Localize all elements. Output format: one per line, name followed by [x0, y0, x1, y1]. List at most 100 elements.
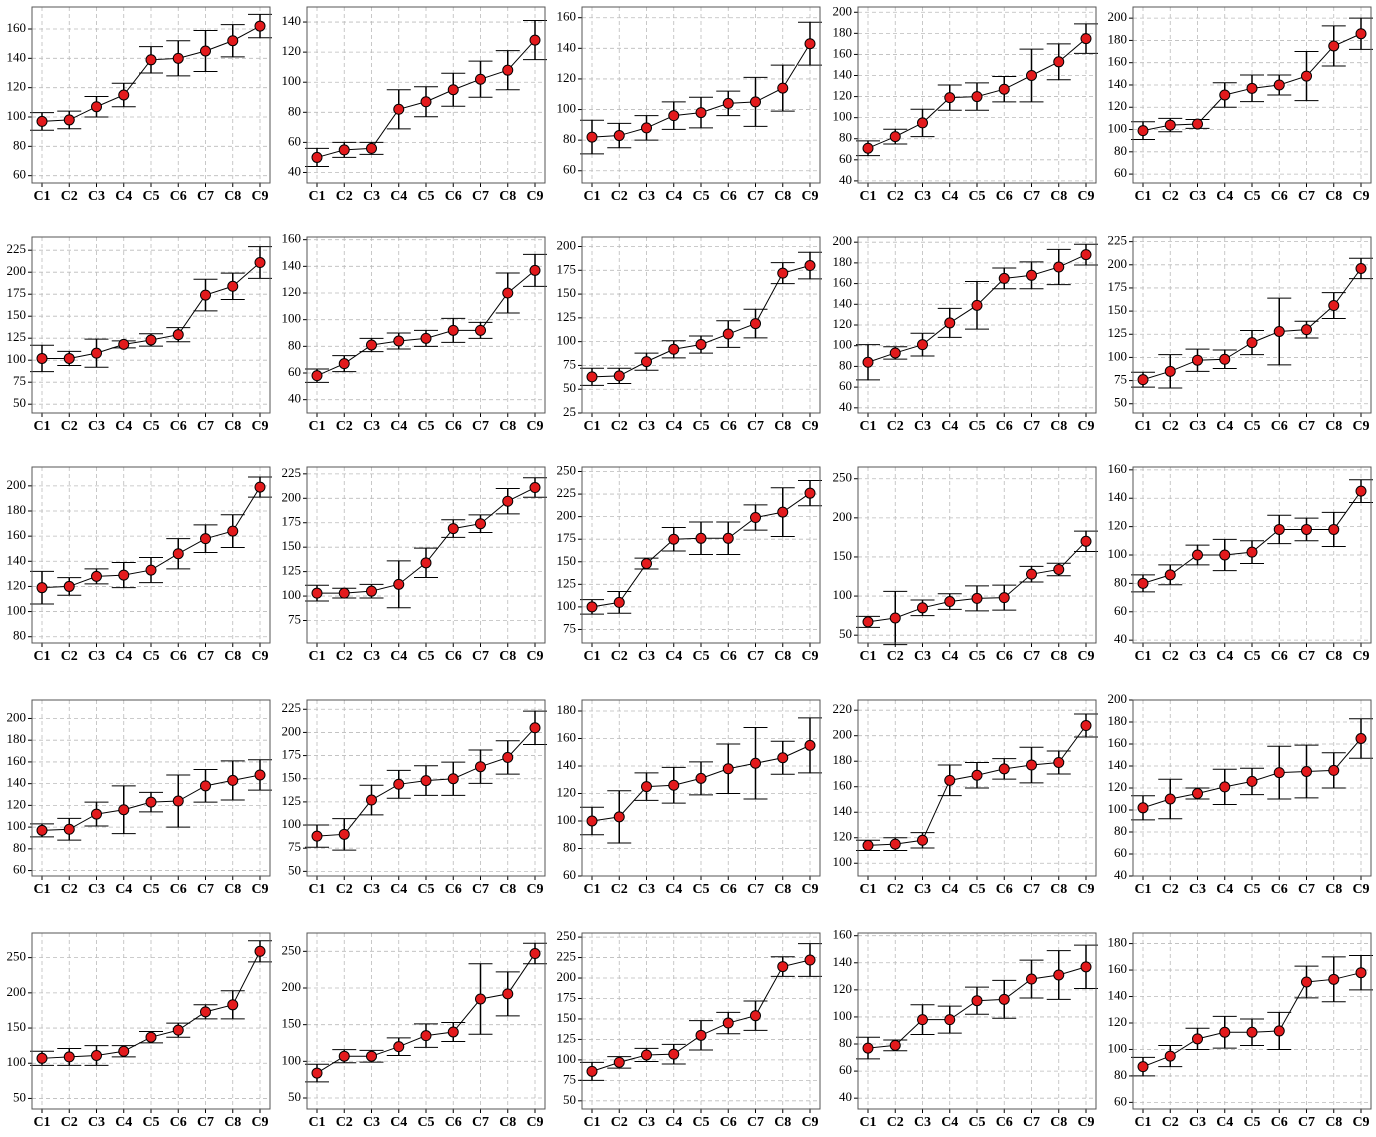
mean-point: [889, 131, 901, 143]
x-tick-label: C7: [1023, 189, 1040, 204]
x-tick-label: C4: [1216, 882, 1233, 897]
y-tick-label: 60: [1114, 603, 1127, 618]
x-tick-label: C8: [1325, 882, 1342, 897]
mean-point: [172, 52, 184, 64]
mean-point: [613, 811, 625, 823]
y-tick-label: 225: [7, 241, 27, 256]
mean-point: [971, 769, 983, 781]
x-tick-label: C3: [1189, 882, 1206, 897]
mean-point: [1080, 535, 1092, 547]
x-tick-label: C7: [197, 1115, 214, 1130]
y-tick-label: 140: [833, 954, 853, 969]
plot-frame: [306, 6, 546, 184]
plot-frame: [31, 236, 271, 414]
x-tick-label: C6: [996, 419, 1013, 434]
x-tick-label: C6: [1271, 189, 1288, 204]
panel: 60 80 100 120 140 160 180 C1 C2 C3 C4 C5 C6 C7 C8 C9: [1108, 932, 1373, 1130]
y-tick-label: 140: [833, 803, 853, 818]
mean-point: [971, 91, 983, 103]
mean-point: [36, 1052, 48, 1064]
x-tick-label: C7: [197, 419, 214, 434]
mean-point: [1301, 523, 1312, 535]
mean-point: [750, 318, 761, 330]
x-tick-label: C9: [526, 189, 543, 204]
mean-point: [200, 533, 211, 545]
mean-point: [447, 1026, 459, 1038]
y-tick-label: 140: [7, 552, 27, 567]
mean-point: [804, 739, 816, 751]
x-tick-label: C5: [692, 419, 709, 434]
y-tick-label: 200: [282, 979, 302, 994]
y-tick-label: 80: [563, 131, 576, 146]
mean-point: [1301, 766, 1312, 777]
mean-point: [172, 548, 184, 560]
mean-point: [1246, 546, 1258, 558]
y-tick-label: 200: [833, 3, 853, 18]
panel: 40 60 80 100 120 140 C1 C2 C3 C4 C5 C6 C7 C8 C9: [282, 6, 547, 204]
y-tick-label: 175: [1108, 279, 1128, 294]
mean-point: [722, 532, 734, 544]
y-tick-label: 40: [1114, 631, 1127, 646]
mean-point: [172, 329, 184, 341]
y-tick-label: 150: [557, 553, 577, 568]
x-tick-label: C9: [1352, 419, 1369, 434]
mean-point: [529, 722, 541, 734]
x-tick-label: C8: [1050, 189, 1067, 204]
x-tick-label: C4: [115, 419, 132, 434]
x-tick-label: C5: [968, 189, 985, 204]
x-tick-label: C8: [224, 1115, 241, 1130]
y-tick-label: 80: [288, 103, 301, 118]
mean-point: [420, 96, 432, 108]
panel: 50 75 100 125 150 175 200 225 C1 C2 C3 C4 C5 C6 C7 C8 C9: [1108, 233, 1373, 434]
x-tick-label: C2: [611, 882, 628, 897]
mean-point: [145, 1031, 157, 1043]
mean-point: [862, 142, 874, 154]
mean-point: [889, 347, 901, 359]
mean-point: [529, 264, 541, 276]
x-tick-label: C9: [526, 882, 543, 897]
y-tick-label: 180: [833, 254, 853, 269]
x-tick-label: C4: [665, 1115, 682, 1130]
mean-point: [393, 778, 405, 790]
mean-point: [1328, 764, 1340, 776]
x-tick-label: C3: [1189, 419, 1206, 434]
mean-point: [118, 569, 130, 581]
y-tick-label: 40: [288, 163, 301, 178]
x-tick-label: C4: [115, 882, 132, 897]
mean-point: [917, 602, 928, 614]
x-tick-label: C7: [197, 189, 214, 204]
x-tick-label: C6: [720, 419, 737, 434]
x-tick-label: C1: [583, 419, 600, 434]
y-tick-label: 100: [833, 337, 853, 352]
y-tick-label: 140: [1108, 757, 1128, 772]
mean-point: [447, 773, 459, 785]
x-tick-label: C3: [914, 882, 931, 897]
mean-point: [338, 144, 350, 156]
y-tick-label: 100: [557, 598, 577, 613]
y-tick-label: 100: [7, 351, 27, 366]
x-tick-label: C2: [611, 649, 628, 664]
x-tick-label: C9: [526, 419, 543, 434]
x-tick-label: C3: [1189, 189, 1206, 204]
y-tick-label: 200: [557, 237, 577, 252]
mean-point: [172, 795, 184, 807]
x-tick-label: C1: [583, 649, 600, 664]
x-tick-label: C2: [611, 1115, 628, 1130]
mean-point: [393, 103, 405, 115]
y-tick-label: 50: [1114, 395, 1127, 410]
x-tick-label: C1: [859, 649, 876, 664]
panel: 60 80 100 120 140 160 180 C1 C2 C3 C4 C5 C6 C7 C8 C9: [557, 699, 822, 897]
x-tick-label: C5: [968, 649, 985, 664]
mean-point: [1053, 756, 1065, 768]
mean-point: [227, 525, 239, 537]
x-tick-label: C1: [859, 419, 876, 434]
y-tick-label: 60: [13, 167, 26, 182]
y-tick-label: 200: [282, 489, 302, 504]
x-tick-label: C8: [774, 1115, 791, 1130]
mean-point: [722, 97, 734, 109]
mean-point: [1080, 961, 1092, 973]
mean-point: [1301, 976, 1312, 988]
mean-point: [1328, 523, 1340, 535]
mean-point: [393, 335, 405, 347]
mean-point: [145, 796, 157, 808]
